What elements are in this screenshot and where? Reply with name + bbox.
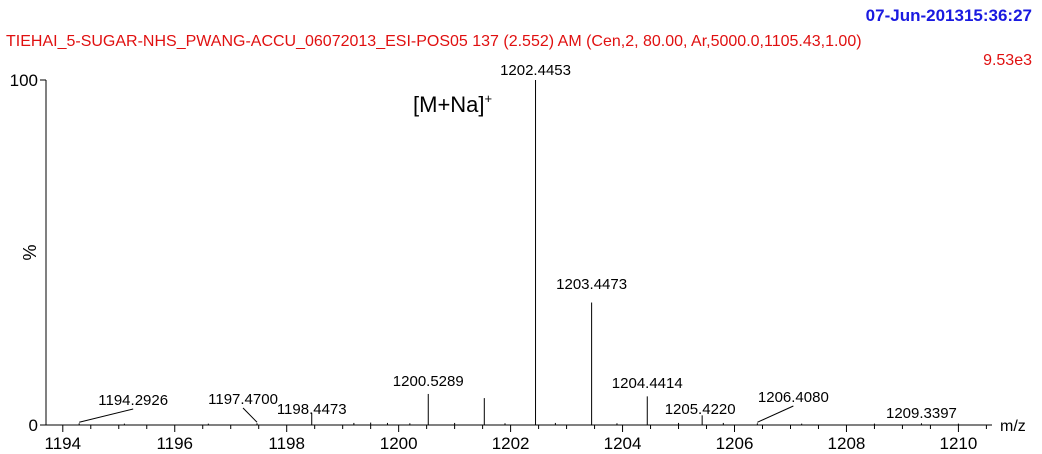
x-tick-label: 1196 bbox=[156, 434, 193, 453]
run-description: TIEHAI_5-SUGAR-NHS_PWANG-ACCU_06072013_E… bbox=[6, 33, 862, 50]
x-tick-label: 1200 bbox=[380, 434, 418, 453]
x-tick-label: 1194 bbox=[45, 434, 82, 453]
peak-label: 1194.2926 bbox=[98, 392, 168, 409]
y-tick-label: 100 bbox=[10, 71, 38, 90]
peak-label: 1203.4473 bbox=[556, 276, 627, 293]
peak-label: 1202.4453 bbox=[500, 62, 571, 79]
max-intensity: 9.53e3 bbox=[983, 52, 1032, 69]
x-tick-label: 1206 bbox=[716, 434, 754, 453]
x-tick-label: 1202 bbox=[492, 434, 530, 453]
peak-label-leader bbox=[242, 407, 258, 423]
x-tick-label: 1210 bbox=[940, 434, 978, 453]
x-tick-label: 1208 bbox=[828, 434, 866, 453]
peak-label: 1204.4414 bbox=[612, 375, 683, 392]
peak-label: 1209.3397 bbox=[886, 405, 957, 422]
peak-label: 1198.4473 bbox=[277, 401, 347, 418]
axes: 1194 1196 1198 1200 1202 1204 1206 1208 1210 0 100… bbox=[10, 71, 1026, 453]
peak-label: 1206.4080 bbox=[758, 389, 829, 406]
x-tick-label: 1204 bbox=[604, 434, 642, 453]
acquisition-date-time: 07-Jun-201315:36:27 bbox=[865, 6, 1032, 25]
y-tick-label: 0 bbox=[29, 416, 38, 435]
peak-label-leader bbox=[79, 408, 134, 423]
peak-label: 1205.4220 bbox=[665, 401, 736, 418]
peak-label: 1197.4700 bbox=[208, 391, 278, 408]
ion-annotation: [M+Na]+ bbox=[413, 91, 492, 117]
peak-label: 1200.5289 bbox=[393, 373, 464, 390]
y-axis-label: % bbox=[20, 244, 40, 260]
peak-label-leader bbox=[757, 405, 794, 423]
x-axis-label: m/z bbox=[1000, 418, 1026, 435]
peaks bbox=[78, 80, 959, 425]
x-tick-label: 1198 bbox=[268, 434, 305, 453]
